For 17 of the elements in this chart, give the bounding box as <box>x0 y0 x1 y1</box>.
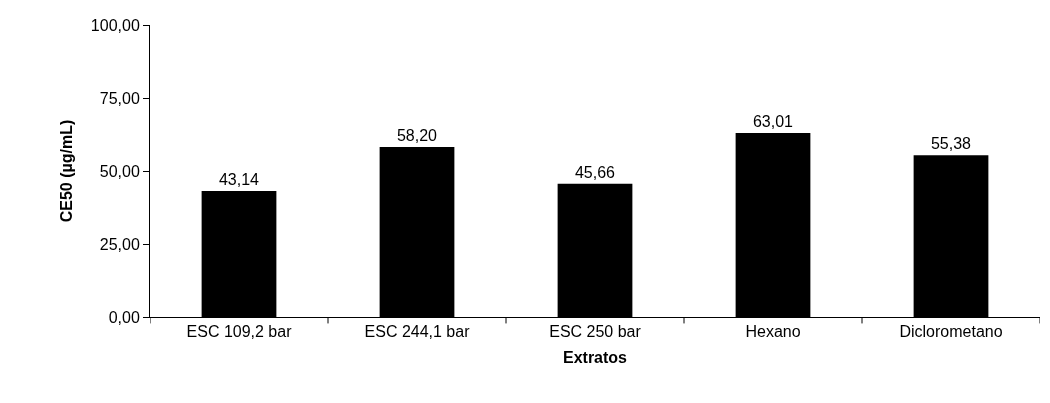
y-tick-label: 25,00 <box>99 235 140 253</box>
data-label: 45,66 <box>574 163 616 181</box>
data-label: 58,20 <box>396 127 438 145</box>
data-label: 63,01 <box>752 113 794 131</box>
y-tick-label: 0,00 <box>108 308 140 326</box>
y-axis-title: CE50 (µg/mL) <box>57 119 75 223</box>
x-tick-label: ESC 244,1 bar <box>364 323 471 341</box>
y-tick-label: 100,00 <box>90 16 140 34</box>
y-tick-label: 75,00 <box>99 89 140 107</box>
x-tick-label: ESC 250 bar <box>549 323 642 341</box>
data-label: 43,14 <box>218 171 260 189</box>
data-label: 55,38 <box>930 135 972 153</box>
x-tick-label: Hexano <box>745 323 801 341</box>
x-axis-title: Extratos <box>562 348 628 366</box>
y-tick-label: 50,00 <box>99 162 140 180</box>
x-tick-label: Diclorometano <box>899 323 1003 341</box>
x-tick-label: ESC 109,2 bar <box>186 323 293 341</box>
